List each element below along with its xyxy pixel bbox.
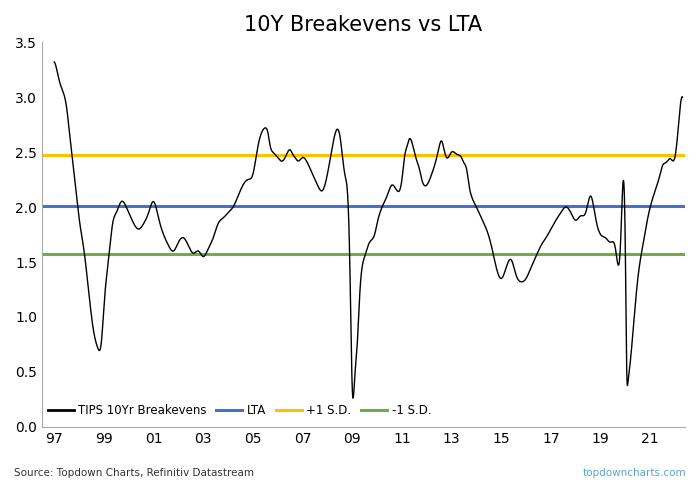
Title: 10Y Breakevens vs LTA: 10Y Breakevens vs LTA [244, 15, 482, 35]
Text: Source: Topdown Charts, Refinitiv Datastream: Source: Topdown Charts, Refinitiv Datast… [14, 468, 254, 478]
Text: topdowncharts.com: topdowncharts.com [582, 468, 686, 478]
Legend: TIPS 10Yr Breakevens, LTA, +1 S.D., -1 S.D.: TIPS 10Yr Breakevens, LTA, +1 S.D., -1 S… [48, 404, 431, 417]
